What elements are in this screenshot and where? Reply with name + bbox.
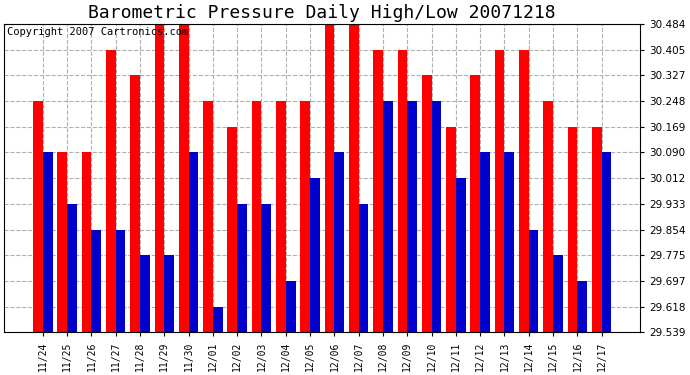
Bar xyxy=(431,101,442,332)
Bar xyxy=(67,204,77,332)
Bar xyxy=(446,127,456,332)
Bar xyxy=(276,101,286,332)
Bar xyxy=(578,281,587,332)
Bar xyxy=(471,75,480,332)
Bar xyxy=(335,152,344,332)
Bar xyxy=(106,50,116,332)
Bar xyxy=(91,230,101,332)
Bar xyxy=(188,152,198,332)
Bar xyxy=(519,50,529,332)
Bar xyxy=(422,75,431,332)
Bar xyxy=(310,178,319,332)
Bar xyxy=(164,255,174,332)
Bar xyxy=(325,24,335,332)
Bar xyxy=(33,101,43,332)
Bar xyxy=(213,307,223,332)
Bar xyxy=(179,24,188,332)
Bar xyxy=(480,152,490,332)
Bar xyxy=(300,101,310,332)
Bar xyxy=(203,101,213,332)
Bar xyxy=(286,281,295,332)
Bar xyxy=(397,50,407,332)
Title: Barometric Pressure Daily High/Low 20071218: Barometric Pressure Daily High/Low 20071… xyxy=(88,4,556,22)
Bar xyxy=(568,127,578,332)
Text: Copyright 2007 Cartronics.com: Copyright 2007 Cartronics.com xyxy=(8,27,188,37)
Bar xyxy=(383,101,393,332)
Bar xyxy=(553,255,563,332)
Bar xyxy=(140,255,150,332)
Bar xyxy=(81,152,91,332)
Bar xyxy=(116,230,126,332)
Bar xyxy=(349,24,359,332)
Bar xyxy=(359,204,368,332)
Bar xyxy=(155,24,164,332)
Bar xyxy=(456,178,466,332)
Bar xyxy=(57,152,67,332)
Bar xyxy=(43,152,52,332)
Bar xyxy=(407,101,417,332)
Bar xyxy=(543,101,553,332)
Bar xyxy=(130,75,140,332)
Bar xyxy=(373,50,383,332)
Bar xyxy=(495,50,504,332)
Bar xyxy=(252,101,262,332)
Bar xyxy=(529,230,538,332)
Bar xyxy=(237,204,247,332)
Bar xyxy=(602,152,611,332)
Bar xyxy=(228,127,237,332)
Bar xyxy=(592,127,602,332)
Bar xyxy=(262,204,271,332)
Bar xyxy=(504,152,514,332)
